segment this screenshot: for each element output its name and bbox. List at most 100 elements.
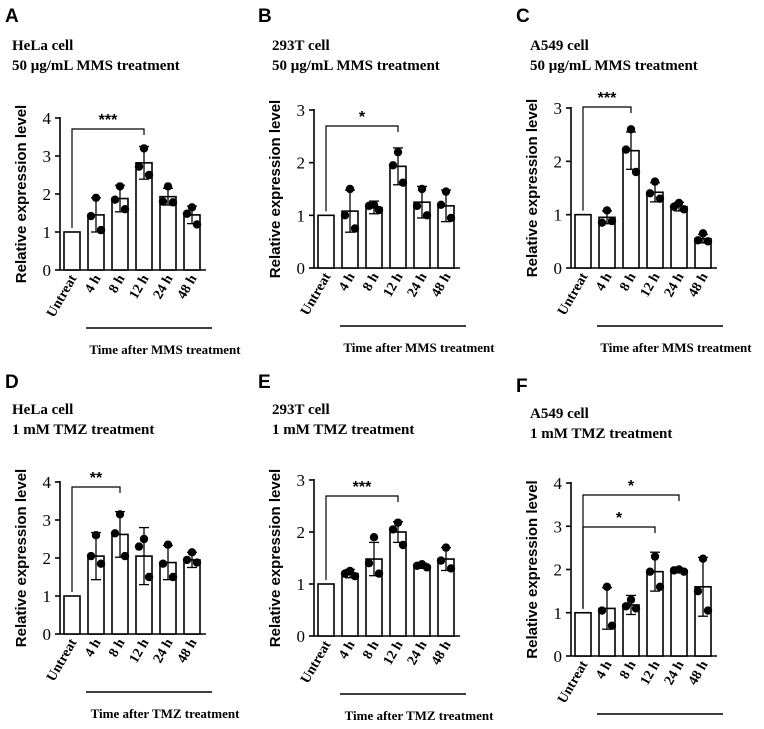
y-tick-label: 1 bbox=[554, 604, 563, 623]
data-point bbox=[134, 542, 144, 551]
significance-label: *** bbox=[353, 479, 372, 496]
data-point bbox=[597, 606, 607, 615]
data-point bbox=[340, 211, 350, 220]
bar-0 bbox=[574, 611, 592, 657]
data-point bbox=[91, 531, 101, 540]
data-point bbox=[168, 572, 178, 582]
category-label: 24 h bbox=[151, 636, 177, 666]
data-point bbox=[703, 606, 713, 615]
data-point bbox=[441, 543, 451, 552]
category-label: 8 h bbox=[106, 272, 128, 296]
data-point bbox=[345, 184, 355, 194]
data-point bbox=[393, 518, 403, 527]
chart-title-line1: HeLa cell bbox=[12, 402, 73, 418]
y-tick-label: 4 bbox=[43, 473, 52, 492]
significance-bracket bbox=[582, 526, 656, 609]
data-point bbox=[144, 170, 154, 180]
y-tick-label: 1 bbox=[297, 575, 306, 594]
bar-0 bbox=[317, 583, 335, 637]
data-point bbox=[86, 211, 96, 221]
y-axis-label: Relative expression level bbox=[524, 99, 541, 277]
category-label: 48 h bbox=[175, 272, 201, 302]
significance-bracket bbox=[325, 125, 399, 212]
data-point bbox=[703, 237, 713, 246]
data-point bbox=[417, 184, 427, 194]
data-point bbox=[650, 177, 660, 186]
data-point bbox=[187, 548, 197, 557]
data-point bbox=[631, 604, 641, 613]
category-label: 24 h bbox=[405, 638, 431, 668]
data-point bbox=[163, 540, 173, 549]
y-tick-label: 0 bbox=[43, 625, 52, 644]
significance-label: *** bbox=[598, 90, 617, 107]
bar-4 bbox=[159, 195, 177, 271]
data-point bbox=[192, 220, 202, 229]
data-point bbox=[679, 205, 689, 214]
category-label: 8 h bbox=[617, 658, 639, 682]
significance-bracket bbox=[582, 106, 632, 211]
bar-0 bbox=[317, 214, 335, 269]
significance-label: * bbox=[359, 109, 366, 126]
y-tick-label: 1 bbox=[43, 223, 52, 242]
data-point bbox=[398, 178, 408, 187]
panel-label: B bbox=[258, 6, 272, 27]
chart-title-line2: 1 mM TMZ treatment bbox=[530, 426, 672, 442]
y-tick-label: 4 bbox=[43, 109, 52, 128]
data-point bbox=[655, 194, 665, 203]
data-point bbox=[115, 510, 125, 519]
data-point bbox=[340, 569, 350, 578]
significance-label: *** bbox=[99, 112, 118, 129]
data-point bbox=[412, 561, 422, 570]
y-tick-label: 3 bbox=[554, 99, 563, 118]
category-label: 8 h bbox=[360, 638, 382, 662]
chart-title-line2: 1 mM TMZ treatment bbox=[272, 422, 414, 438]
panel-label: E bbox=[258, 372, 271, 393]
y-tick-label: 2 bbox=[43, 185, 52, 204]
y-tick-label: 3 bbox=[297, 471, 306, 490]
data-point bbox=[350, 572, 360, 581]
bar-0 bbox=[574, 213, 592, 269]
bar-5 bbox=[183, 559, 201, 635]
chart-title-line1: HeLa cell bbox=[12, 38, 73, 54]
y-tick-label: 0 bbox=[297, 627, 306, 646]
y-tick-label: 0 bbox=[554, 259, 563, 278]
panel-label: D bbox=[5, 372, 19, 393]
significance-bracket bbox=[71, 128, 145, 228]
data-point bbox=[626, 125, 636, 134]
data-point bbox=[669, 202, 679, 211]
bar-0 bbox=[63, 231, 81, 271]
y-tick-label: 3 bbox=[43, 147, 52, 166]
y-tick-label: 0 bbox=[297, 259, 306, 278]
data-point bbox=[422, 211, 432, 220]
data-point bbox=[144, 572, 154, 582]
data-point bbox=[621, 145, 631, 154]
significance-bracket bbox=[325, 495, 399, 580]
data-point bbox=[364, 559, 374, 568]
data-point bbox=[393, 147, 403, 157]
category-label: 4 h bbox=[593, 270, 615, 294]
data-point bbox=[436, 556, 446, 565]
data-point bbox=[645, 567, 655, 576]
x-axis-label: Time after MMS treatment bbox=[89, 342, 241, 357]
y-tick-label: 1 bbox=[43, 587, 52, 606]
panel-label: A bbox=[5, 6, 19, 27]
data-point bbox=[607, 621, 617, 630]
category-label: 4 h bbox=[336, 638, 358, 662]
chart-title-line2: 50 μg/mL MMS treatment bbox=[530, 58, 698, 74]
category-label: 12 h bbox=[638, 658, 664, 688]
data-point bbox=[602, 582, 612, 591]
category-label: 48 h bbox=[686, 270, 712, 300]
data-point bbox=[120, 551, 130, 561]
x-axis-label: Time after TMZ treatment bbox=[91, 706, 241, 721]
y-axis-label: Relative expression level bbox=[267, 469, 284, 647]
bar-3 bbox=[646, 191, 664, 269]
chart-title-line1: A549 cell bbox=[530, 406, 589, 422]
category-label: 24 h bbox=[151, 272, 177, 302]
data-point bbox=[626, 595, 636, 604]
data-point bbox=[187, 203, 197, 212]
y-tick-label: 2 bbox=[297, 523, 306, 542]
panel-label: F bbox=[516, 376, 528, 397]
data-point bbox=[158, 197, 168, 206]
